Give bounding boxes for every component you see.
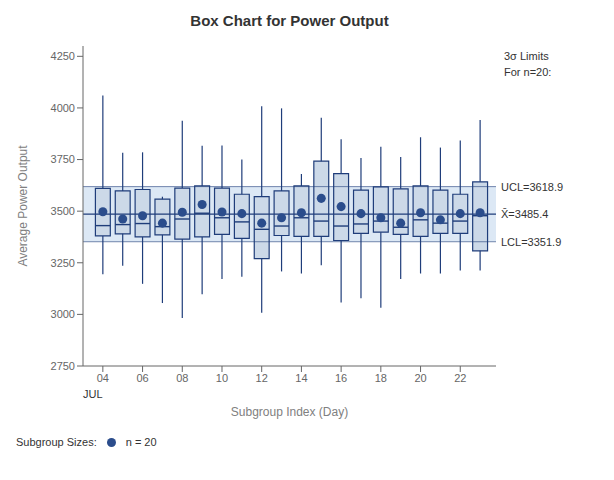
html-text:JUL: JUL bbox=[83, 388, 103, 400]
html-text:For n=20:: For n=20: bbox=[504, 66, 552, 78]
svg-text:16: 16 bbox=[335, 372, 347, 384]
html-text:Box Chart for Power Output: Box Chart for Power Output bbox=[190, 12, 389, 29]
svg-text:04: 04 bbox=[97, 372, 109, 384]
svg-text:4250: 4250 bbox=[51, 50, 75, 62]
svg-text:Average Power Output: Average Power Output bbox=[16, 145, 30, 267]
svg-text:06: 06 bbox=[136, 372, 148, 384]
svg-text:22: 22 bbox=[454, 372, 466, 384]
svg-text:3500: 3500 bbox=[51, 205, 75, 217]
svg-text:08: 08 bbox=[176, 372, 188, 384]
svg-text:LCL=3351.9: LCL=3351.9 bbox=[501, 236, 561, 248]
svg-text:4000: 4000 bbox=[51, 102, 75, 114]
svg-text:10: 10 bbox=[216, 372, 228, 384]
svg-text:20: 20 bbox=[414, 372, 426, 384]
svg-text:UCL=3618.9: UCL=3618.9 bbox=[501, 181, 563, 193]
svg-text:Subgroup Index (Day): Subgroup Index (Day) bbox=[231, 405, 348, 419]
svg-text:3000: 3000 bbox=[51, 308, 75, 320]
html-text:3σ Limits: 3σ Limits bbox=[504, 50, 549, 62]
html-text:n = 20: n = 20 bbox=[125, 436, 157, 448]
svg-text:X̄=3485.4: X̄=3485.4 bbox=[501, 208, 548, 220]
svg-text:18: 18 bbox=[375, 372, 387, 384]
svg-text:12: 12 bbox=[256, 372, 268, 384]
svg-text:14: 14 bbox=[295, 372, 307, 384]
svg-text:2750: 2750 bbox=[51, 360, 75, 372]
svg-text:3750: 3750 bbox=[51, 153, 75, 165]
svg-text:3250: 3250 bbox=[51, 257, 75, 269]
html-text:Subgroup Sizes:: Subgroup Sizes: bbox=[16, 436, 97, 448]
